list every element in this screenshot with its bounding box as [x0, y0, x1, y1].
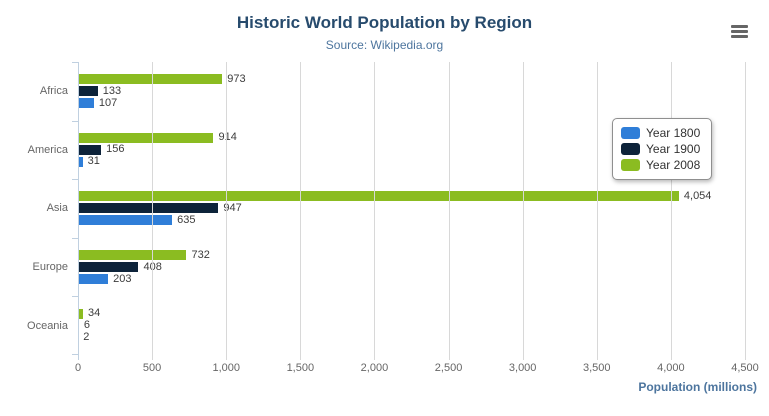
data-label: 31 — [87, 155, 100, 168]
legend-item-year-1900[interactable]: Year 1900 — [621, 142, 700, 156]
x-axis-tick-label: 4,000 — [657, 362, 685, 374]
barline: 914 — [78, 131, 745, 144]
x-axis-tick-label: 0 — [74, 362, 82, 374]
data-label: 203 — [113, 272, 132, 285]
category-label-asia: Asia — [46, 202, 68, 215]
bar-year-1800-europe[interactable] — [78, 274, 109, 285]
hamburger-menu-icon[interactable] — [731, 25, 748, 38]
category-tick — [72, 296, 78, 298]
data-label: 4,054 — [683, 189, 712, 202]
legend: Year 1800 Year 1900 Year 2008 — [612, 118, 713, 180]
hamburger-bar — [731, 35, 748, 38]
data-label: 107 — [98, 96, 118, 109]
legend-swatch-icon — [621, 127, 640, 139]
data-label: 2 — [83, 331, 90, 344]
x-axis-title: Population (millions) — [638, 380, 757, 394]
data-label: 6 — [83, 319, 90, 332]
category-label-africa: Africa — [39, 85, 68, 98]
gridline — [522, 62, 524, 360]
data-label: 34 — [88, 307, 101, 320]
data-label: 914 — [218, 131, 237, 144]
barline: 408 — [78, 261, 745, 273]
barline: 4,054 — [78, 189, 745, 202]
category-tick — [72, 62, 78, 63]
gridline — [152, 62, 154, 360]
category-label-oceania: Oceania — [27, 319, 68, 332]
barline: 34 — [78, 307, 745, 320]
data-label: 973 — [227, 72, 246, 85]
category-row-oceania: Oceania 34 6 2 — [27, 296, 745, 355]
legend-swatch-icon — [621, 143, 640, 155]
bar-year-2008-africa[interactable] — [78, 74, 223, 85]
barline: 635 — [78, 213, 745, 226]
data-label: 732 — [191, 248, 210, 261]
gridline — [374, 62, 376, 360]
category-tick — [72, 179, 78, 181]
barline: 973 — [78, 72, 745, 85]
gridline — [300, 62, 302, 360]
barline: 156 — [78, 143, 745, 156]
barline: 31 — [78, 155, 745, 168]
bar-year-2008-oceania[interactable] — [78, 308, 84, 319]
bar-year-1800-asia[interactable] — [78, 215, 173, 226]
category-label-america: America — [27, 143, 68, 156]
barline: 203 — [78, 272, 745, 285]
category-row-asia: Asia 4,054 947 635 — [47, 179, 745, 238]
legend-label: Year 1800 — [646, 126, 701, 140]
barline: 2 — [78, 331, 745, 344]
x-axis-tick-label: 3,500 — [583, 362, 611, 374]
barline: 947 — [78, 201, 745, 214]
x-axis-tick-label: 1,500 — [286, 362, 315, 374]
x-axis-tick-label: 4,500 — [731, 362, 759, 374]
bar-rows: Africa 973 133 107 America 914 156 31 Asia 4,054 9… — [27, 62, 745, 355]
plot-area: Africa 973 133 107 America 914 156 31 Asia 4,054 9… — [27, 62, 746, 360]
bar-year-2008-america[interactable] — [78, 132, 214, 143]
data-label: 156 — [106, 143, 125, 156]
bar-year-1900-america[interactable] — [78, 144, 102, 155]
data-label: 947 — [223, 201, 242, 214]
gridline — [226, 62, 228, 360]
bar-year-2008-europe[interactable] — [78, 250, 187, 261]
hamburger-bar — [731, 30, 748, 33]
bar-year-1900-africa[interactable] — [78, 86, 98, 97]
barline: 107 — [78, 96, 745, 109]
category-tick — [72, 354, 78, 355]
data-label: 133 — [102, 84, 122, 97]
bar-year-1800-america[interactable] — [78, 156, 83, 167]
bar-year-1800-africa[interactable] — [78, 98, 94, 109]
x-axis-tick-label: 3,000 — [508, 362, 537, 374]
chart-subtitle: Source: Wikipedia.org — [325, 38, 444, 52]
gridline — [670, 62, 672, 360]
barline: 6 — [78, 319, 745, 332]
legend-item-year-1800[interactable]: Year 1800 — [621, 126, 700, 140]
x-axis-tick-label: 2,000 — [360, 362, 389, 374]
gridline — [448, 62, 450, 360]
x-axis-labels: 0 500 1,000 1,500 2,000 2,500 3,000 3,500 4,000 4… — [74, 362, 759, 376]
gridline — [745, 62, 746, 360]
gridline — [596, 62, 598, 360]
legend-swatch-icon — [621, 159, 640, 171]
hamburger-bar — [731, 25, 748, 28]
category-tick — [72, 120, 78, 122]
y-axis-line — [78, 62, 79, 360]
data-label: 635 — [177, 213, 196, 226]
category-row-america: America 914 156 31 — [28, 121, 745, 180]
x-axis-tick-label: 500 — [142, 362, 162, 374]
chart-title: Historic World Population by Region — [236, 13, 533, 32]
category-row-africa: Africa 973 133 107 — [40, 62, 745, 121]
category-tick — [72, 237, 78, 239]
category-label-europe: Europe — [32, 261, 68, 274]
bar-year-1900-europe[interactable] — [78, 262, 139, 273]
category-row-europe: Europe 732408203 — [33, 238, 745, 297]
barline: 133 — [78, 84, 745, 97]
barline: 732 — [78, 248, 745, 261]
x-axis-tick-label: 2,500 — [434, 362, 463, 374]
legend-label: Year 2008 — [646, 158, 701, 172]
bar-year-2008-asia[interactable] — [78, 191, 679, 202]
bar-year-1900-asia[interactable] — [78, 203, 219, 214]
x-axis-tick-label: 1,000 — [212, 362, 240, 374]
legend-item-year-2008[interactable]: Year 2008 — [621, 158, 700, 172]
legend-label: Year 1900 — [646, 142, 701, 156]
